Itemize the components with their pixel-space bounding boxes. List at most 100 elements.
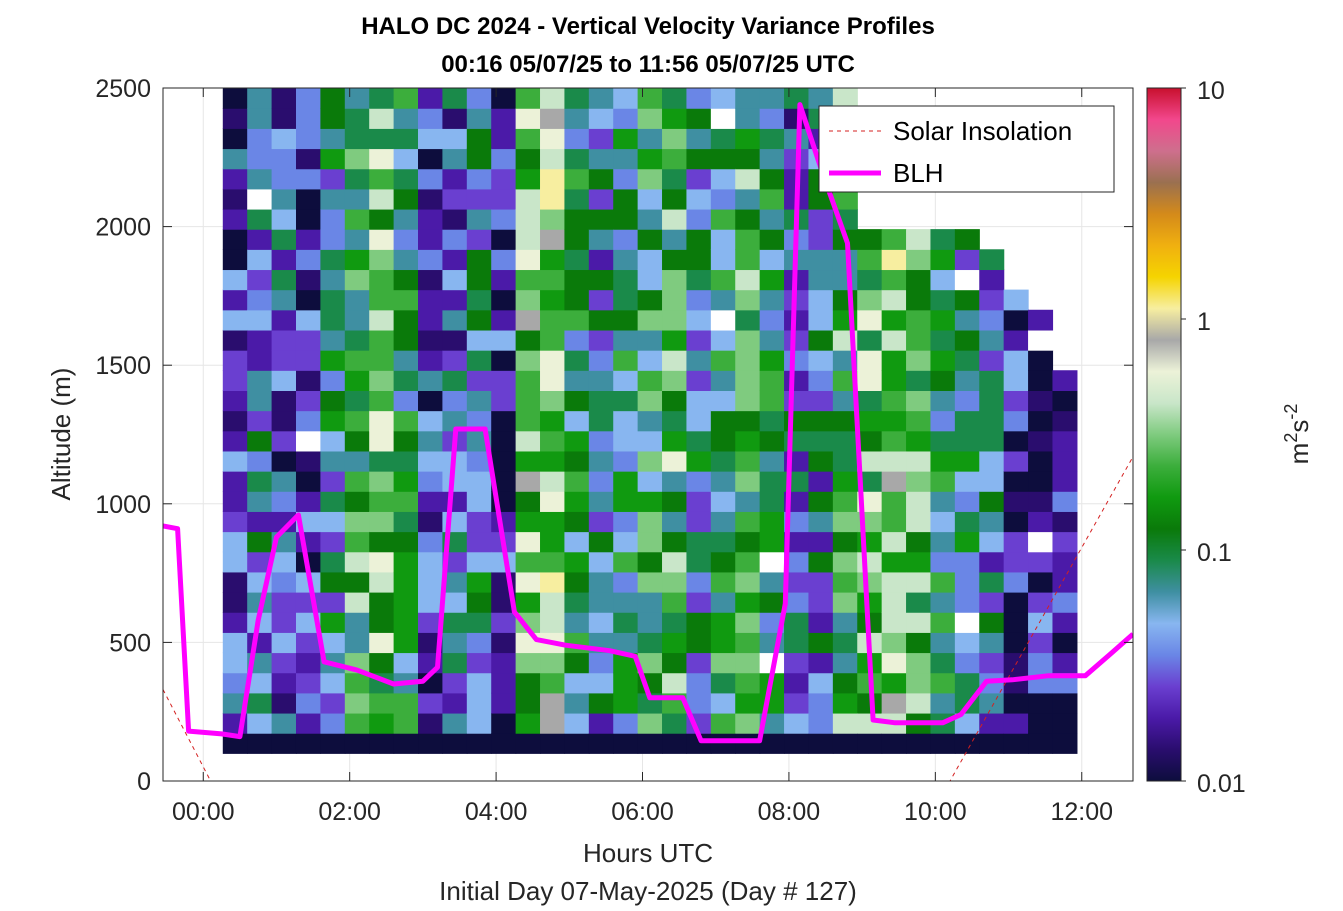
heatmap-cell <box>1028 390 1054 412</box>
heatmap-cell <box>515 430 541 452</box>
heatmap-cell <box>588 148 614 170</box>
heatmap-cell <box>295 188 321 210</box>
heatmap-cell <box>808 390 834 412</box>
heatmap-cell <box>271 471 297 492</box>
heatmap-cell <box>295 471 321 492</box>
heatmap-cell <box>588 592 614 613</box>
heatmap-cell <box>369 168 395 190</box>
heatmap-cell <box>588 511 614 533</box>
heatmap-cell <box>613 692 639 714</box>
heatmap-cell <box>344 692 370 714</box>
heatmap-cell <box>613 88 639 109</box>
heatmap-cell <box>515 712 541 734</box>
heatmap-cell <box>271 148 297 170</box>
heatmap-cell <box>954 289 980 311</box>
heatmap-cell <box>637 612 663 633</box>
heatmap-cell <box>710 672 736 694</box>
heatmap-cell <box>930 571 956 593</box>
heatmap-cell <box>784 370 810 391</box>
heatmap-cell <box>418 430 444 452</box>
heatmap-cell <box>222 88 248 109</box>
heatmap-cell <box>979 632 1005 654</box>
heatmap-cell <box>247 551 273 573</box>
heatmap-cell <box>832 612 858 633</box>
heatmap-cell <box>881 410 907 432</box>
heatmap-cell <box>222 410 248 432</box>
heatmap-cell <box>832 269 858 291</box>
heatmap-cell <box>881 592 907 613</box>
heatmap-cell <box>832 390 858 412</box>
heatmap-cell <box>247 370 273 391</box>
heatmap-cell <box>344 88 370 109</box>
heatmap-cell <box>808 370 834 391</box>
heatmap-cell <box>369 410 395 432</box>
heatmap-cell <box>491 229 517 250</box>
heatmap-cell <box>662 571 688 593</box>
heatmap-cell <box>686 168 712 190</box>
heatmap-cell <box>930 551 956 573</box>
heatmap-cell <box>759 128 785 150</box>
heatmap-cell <box>954 229 980 250</box>
heatmap-cell <box>735 652 761 674</box>
heatmap-cell <box>710 108 736 129</box>
legend-label-solar: Solar Insolation <box>893 116 1072 146</box>
heatmap-cell <box>540 168 566 190</box>
heatmap-cell <box>979 390 1005 412</box>
heatmap-cell <box>418 450 444 472</box>
heatmap-cell <box>686 672 712 694</box>
heatmap-cell <box>393 450 419 472</box>
heatmap-cell <box>442 652 468 674</box>
heatmap-cell <box>491 289 517 311</box>
heatmap-cell <box>906 672 932 694</box>
heatmap-cell <box>906 249 932 271</box>
heatmap-cell <box>418 128 444 150</box>
heatmap-cell <box>320 733 346 754</box>
heatmap-cell <box>686 229 712 250</box>
heatmap-cell <box>320 329 346 351</box>
heatmap-cell <box>857 592 883 613</box>
heatmap-cell <box>686 390 712 412</box>
heatmap-cell <box>369 148 395 170</box>
colorbar-label-base: m <box>1284 443 1314 465</box>
heatmap-cell <box>564 269 590 291</box>
heatmap-cell <box>222 571 248 593</box>
heatmap-cell <box>808 269 834 291</box>
heatmap-cell <box>759 430 785 452</box>
heatmap-cell <box>540 410 566 432</box>
heatmap-cell <box>613 592 639 613</box>
heatmap-cell <box>1003 309 1029 331</box>
heatmap-cell <box>515 168 541 190</box>
heatmap-cell <box>710 531 736 553</box>
heatmap-cell <box>344 450 370 472</box>
heatmap-cell <box>588 208 614 230</box>
heatmap-cell <box>271 632 297 654</box>
heatmap-cell <box>344 350 370 371</box>
heatmap-cell <box>369 450 395 472</box>
heatmap-cell <box>906 511 932 533</box>
heatmap-cell <box>1028 571 1054 593</box>
heatmap-cell <box>564 733 590 754</box>
heatmap-cell <box>637 632 663 654</box>
heatmap-cell <box>588 229 614 250</box>
heatmap-cell <box>808 672 834 694</box>
heatmap-cell <box>1003 531 1029 553</box>
heatmap-cell <box>1003 692 1029 714</box>
heatmap-cell <box>491 733 517 754</box>
heatmap-cell <box>954 652 980 674</box>
heatmap-cell <box>320 148 346 170</box>
heatmap-cell <box>662 309 688 331</box>
heatmap-cell <box>735 208 761 230</box>
heatmap-cell <box>271 551 297 573</box>
heatmap-cell <box>808 692 834 714</box>
heatmap-cell <box>1028 471 1054 492</box>
heatmap-cell <box>1003 370 1029 391</box>
heatmap-cell <box>222 471 248 492</box>
heatmap-cell <box>686 652 712 674</box>
x-axis-secondary-label: Initial Day 07-May-2025 (Day # 127) <box>439 876 857 906</box>
heatmap-cell <box>906 289 932 311</box>
x-axis-ticks: 00:00 02:00 04:00 06:00 08:00 10:00 12:00 <box>172 88 1113 826</box>
heatmap-cell <box>540 491 566 512</box>
heatmap-cell <box>418 229 444 250</box>
heatmap-cell <box>344 612 370 633</box>
heatmap-cell <box>442 289 468 311</box>
